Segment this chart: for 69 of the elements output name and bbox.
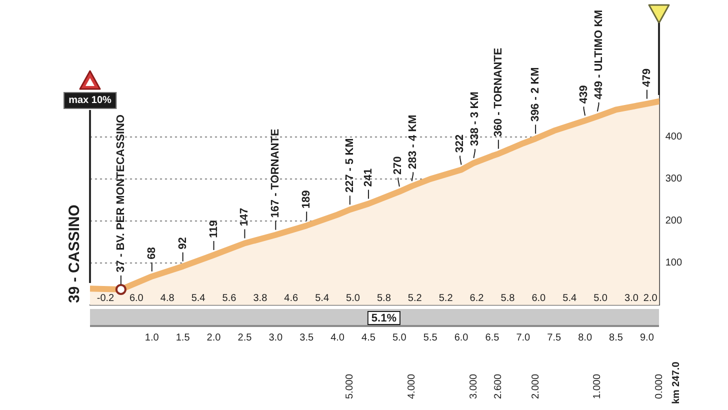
x-tick-label: 7.0	[516, 332, 531, 344]
annotation: 396 - 2 KM	[530, 67, 542, 122]
annotation: 283 - 4 KM	[407, 114, 420, 170]
annotation: 4.6	[284, 292, 299, 304]
x-tick-label: 2.0	[206, 332, 222, 344]
y-tick-label: 300	[665, 174, 682, 185]
annotation: 439	[578, 85, 590, 104]
annotation: 3.0	[624, 292, 639, 304]
x-tick-label: 8.5	[609, 332, 624, 344]
x2-tick-label: 3.000	[468, 374, 480, 400]
x-tick-label: 8.0	[578, 332, 592, 344]
annotation: 68	[146, 247, 158, 260]
annotation: 5.0	[594, 292, 608, 304]
text: 5.1%	[371, 312, 397, 325]
annotation: 449 - ULTIMO KM	[592, 10, 605, 100]
x2-tick-label: 0.000	[654, 374, 666, 400]
x-tick-label: 5.0	[392, 332, 407, 344]
annotation: 5.6	[222, 292, 237, 304]
annotation: 189	[300, 190, 313, 209]
annotation: 5.2	[408, 292, 422, 304]
x-tick-label: 3.0	[268, 332, 284, 344]
x-tick-label: 4.0	[330, 332, 345, 344]
x-tick-label: 5.5	[423, 332, 438, 344]
x-tick-label: 9.0	[640, 332, 654, 344]
annotation: 5.8	[500, 292, 516, 304]
annotation: 147	[238, 208, 251, 226]
annotation: 4.8	[160, 292, 175, 304]
annotation: 6.0	[129, 292, 144, 304]
annotation: max 10%	[64, 92, 116, 109]
y-tick-label: 100	[665, 258, 682, 269]
annotation: 37 - BV. PER MONTECASSINO	[114, 114, 127, 272]
annotation: 5.0	[346, 292, 360, 304]
x2-tick-label: 1.000	[592, 374, 604, 400]
annotation: 6.0	[532, 292, 546, 304]
x2-tick-label: 2.000	[530, 374, 542, 400]
x-tick-label: 6.0	[454, 332, 469, 344]
annotation: 3.8	[253, 292, 268, 304]
annotation: 5.4	[562, 292, 577, 304]
annotation: -0.2	[96, 292, 115, 304]
x-tick-label: 4.5	[362, 332, 376, 344]
x-tick-label: 6.5	[485, 332, 500, 344]
annotation: 5.4	[191, 292, 206, 304]
annotation: 167 - TORNANTE	[270, 128, 282, 218]
y-tick-label: 400	[665, 132, 682, 143]
annotation: 92	[176, 237, 189, 250]
annotation: 39 - CASSINO	[66, 204, 84, 303]
y-tick-label: 200	[665, 216, 682, 227]
x-tick-label: 1.0	[144, 332, 160, 344]
x2-tick-label: 5.000	[344, 374, 356, 400]
text: km 247.0	[671, 361, 682, 404]
annotation: 360 - TORNANTE	[492, 48, 504, 137]
annotation: 2.0	[643, 292, 658, 304]
annotation: 119	[208, 220, 220, 238]
x-tick-label: 7.5	[547, 332, 562, 344]
annotation: 5.4	[315, 292, 330, 304]
annotation: 338 - 3 KM	[469, 92, 482, 146]
annotation: 6.2	[470, 292, 484, 304]
x2-tick-label: 4.000	[406, 374, 418, 400]
annotation: 5.2	[438, 292, 454, 304]
x-tick-label: 2.5	[238, 332, 252, 344]
annotation: 227 - 5 KM	[344, 138, 356, 193]
annotation: 241	[362, 168, 374, 187]
x2-tick-label: 2.600	[493, 374, 504, 400]
annotation: 270	[392, 156, 404, 175]
annotation: 5.8	[376, 292, 392, 304]
x-tick-label: 3.5	[300, 332, 314, 344]
x-tick-label: 1.5	[176, 332, 190, 344]
annotation: 479	[640, 68, 653, 87]
annotation: 322	[454, 134, 466, 153]
